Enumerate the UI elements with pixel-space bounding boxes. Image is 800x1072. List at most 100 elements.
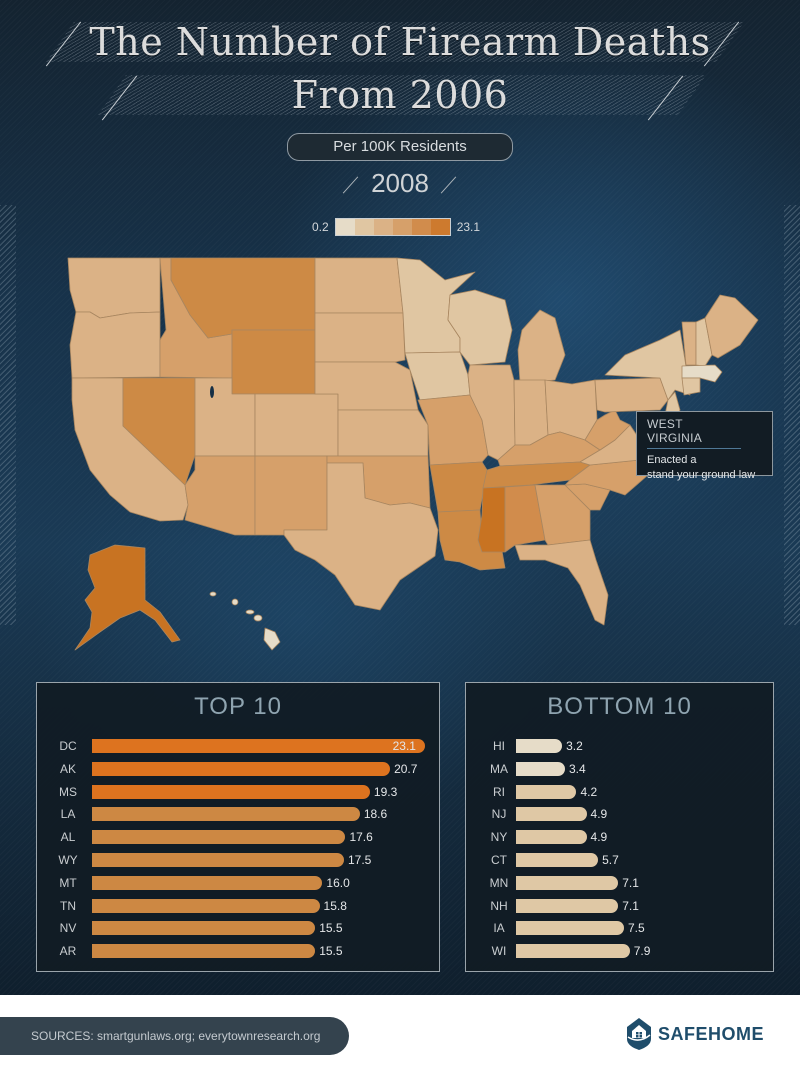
bar-row: AR 15.5 [37, 943, 439, 959]
bar-state-label: AK [59, 761, 76, 776]
bar [516, 853, 599, 867]
bar-state-label: CT [491, 853, 507, 867]
legend-swatch [392, 219, 412, 235]
legend-swatch [430, 219, 450, 235]
sources-label: SOURCES: smartgunlaws.org; everytownrese… [0, 1017, 349, 1055]
bar-value-label: 17.5 [348, 853, 372, 867]
bottom-10-title: BOTTOM 10 [547, 693, 692, 720]
state-nm [254, 455, 328, 536]
bar-state-label: NY [490, 830, 508, 845]
bottom-10-panel: BOTTOM 10 HI 3.2 MA 3.4 RI 4.2 NJ 4.9 NY 4.9 CT 5.7… [465, 682, 774, 972]
color-legend: 0.2 23.1 [312, 218, 480, 236]
bar-value-label: 19.3 [373, 784, 398, 799]
bar [516, 944, 630, 959]
bar-row: NJ 4.9 [466, 806, 773, 822]
state-nh [695, 317, 713, 367]
left-hatch-decoration [0, 205, 16, 625]
right-hatch-decoration [784, 205, 800, 625]
state-ct [681, 377, 701, 396]
bar-state-label: HI [493, 739, 505, 753]
state-wy [231, 329, 316, 395]
bar-state-label: IA [493, 921, 505, 936]
bar-state-label: MA [490, 761, 508, 776]
bar-row: HI 3.2 [466, 738, 773, 754]
bar-row: WI 7.9 [466, 943, 773, 959]
bar-value-label: 3.2 [566, 739, 583, 753]
state-tx [283, 462, 439, 611]
bar-value-label: 7.1 [622, 875, 639, 890]
bar-value-label: 4.9 [590, 807, 608, 822]
state-fl [514, 539, 609, 626]
legend-swatch [411, 219, 431, 235]
bar-value-label: 7.1 [622, 898, 639, 913]
bar-state-label: NH [490, 898, 508, 913]
bar-state-label: AR [59, 944, 77, 959]
bar [92, 898, 320, 913]
state-al [504, 484, 546, 553]
bar [516, 898, 619, 913]
state-hi [209, 591, 281, 651]
state-sd [314, 312, 406, 363]
bar [92, 853, 344, 867]
bar-state-label: MN [489, 875, 509, 890]
bar-state-label: WY [58, 853, 78, 867]
bar [92, 807, 360, 822]
bar-row: DC 23.1 [37, 738, 439, 754]
bar-row: MS 19.3 [37, 784, 439, 800]
callout-title: WEST VIRGINIA [647, 417, 741, 449]
west-virginia-callout: WEST VIRGINIA Enacted a stand your groun… [636, 411, 773, 481]
bar-value-label: 20.7 [394, 761, 418, 776]
bar-state-label: TN [60, 898, 76, 913]
state-wv [584, 409, 631, 451]
state-wa [67, 257, 161, 319]
bar-row: MA 3.4 [466, 761, 773, 777]
bar-row: IA 7.5 [466, 920, 773, 936]
callout-text-line-2: stand your ground law [647, 469, 756, 481]
legend-swatch [373, 219, 393, 235]
bar-value-label: 15.5 [319, 921, 343, 936]
legend-max-label: 23.1 [456, 220, 481, 234]
bar-row: LA 18.6 [37, 806, 439, 822]
legend-swatches [334, 218, 451, 236]
state-in [513, 379, 549, 446]
bar [92, 921, 316, 936]
bar-row: NY 4.9 [466, 829, 773, 845]
legend-swatch [335, 219, 355, 235]
state-nd [314, 257, 404, 314]
bar [516, 784, 577, 799]
infographic-background: The Number of Firearm Deaths From 2006 P… [0, 0, 800, 995]
bar-value-label: 5.7 [602, 853, 619, 867]
state-or [69, 311, 161, 379]
state-ak [74, 544, 181, 651]
bar-value-label: 7.5 [628, 921, 645, 936]
bar-state-label: WI [491, 944, 507, 959]
bar-state-label: NJ [491, 807, 507, 822]
state-wi [447, 289, 513, 366]
top-10-title: TOP 10 [194, 693, 282, 720]
top-10-panel: TOP 10 DC 23.1 AK 20.7 MS 19.3 LA 18.6 AL 17.6 WY 1… [36, 682, 440, 972]
brand-name: SAFEHOME [658, 1023, 765, 1044]
bar-state-label: MT [59, 875, 77, 890]
title-line-2: From 2006 [291, 73, 509, 117]
bar-row: AL 17.6 [37, 829, 439, 845]
legend-swatch [354, 219, 374, 235]
state-mi [517, 309, 566, 384]
subtitle-pill: Per 100K Residents [287, 133, 513, 161]
bar-value-label: 3.4 [568, 761, 586, 776]
bar [516, 807, 587, 822]
bar-row: CT 5.7 [466, 852, 773, 868]
year-label: 2008 [371, 168, 429, 198]
bar-state-label: RI [493, 784, 505, 799]
bar [92, 739, 425, 753]
bar-value-label: 18.6 [363, 807, 388, 822]
bar [92, 761, 391, 776]
title-line-1: The Number of Firearm Deaths [89, 20, 711, 64]
house-shield-icon [627, 1018, 651, 1050]
bar-row: NH 7.1 [466, 898, 773, 914]
bar [516, 921, 624, 936]
bar-value-label: 4.2 [580, 784, 598, 799]
bar-state-label: DC [59, 739, 77, 753]
bar [92, 784, 370, 799]
bar-value-label: 15.8 [323, 898, 347, 913]
bar [92, 944, 316, 959]
